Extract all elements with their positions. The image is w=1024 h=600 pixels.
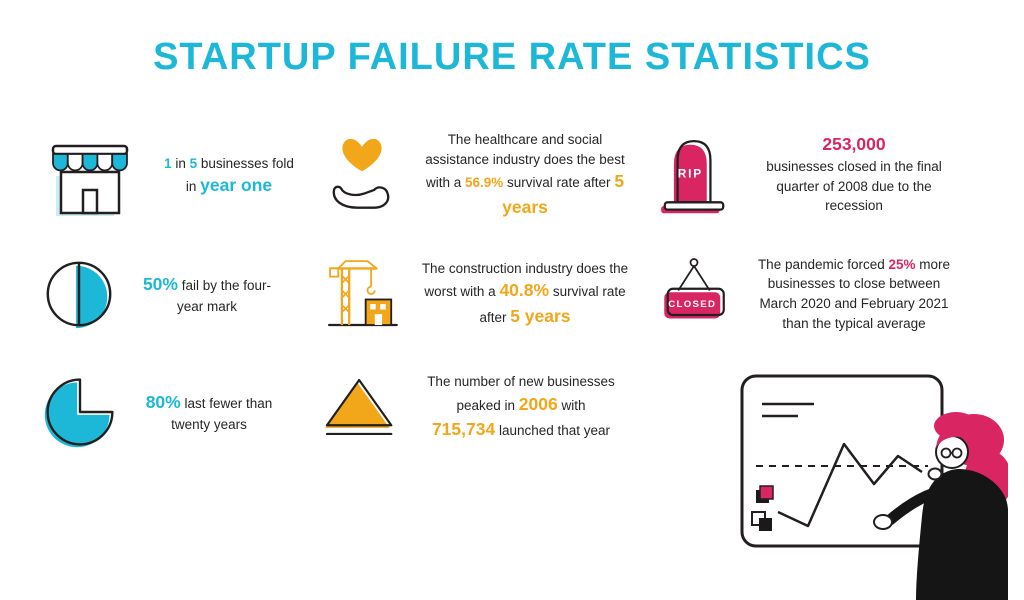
stat-text: 1 in 5 businesses fold in year one [164,155,294,196]
stat-text: The number of new businesses peaked in 2… [427,374,615,439]
stat-text: 80% last fewer than twenty years [145,391,273,432]
stat-new-business-peak: The number of new businesses peaked in 2… [320,372,638,442]
half-pie-icon [40,255,118,333]
triangle-icon [320,373,400,441]
stat-twenty-years: 80% last fewer than twenty years [40,372,304,452]
stat-fold-year-one: 1 in 5 businesses fold in year one [40,133,304,219]
closed-sign-icon: CLOSED [652,252,736,336]
stat-text: The construction industry does the worst… [421,260,629,326]
stat-text: 50% fail by the four-year mark [142,273,272,314]
stat-text: The healthcare and social assistance ind… [425,132,625,217]
presenter-illustration [732,360,1012,600]
legend-square-dark [759,518,772,531]
page-title: STARTUP FAILURE RATE STATISTICS [153,36,871,78]
heart-in-hand-icon [320,132,404,218]
stat-construction-survival: The construction industry does the worst… [320,252,638,336]
legend-square-pink [759,485,774,500]
stat-four-year-mark: 50% fail by the four-year mark [40,255,304,333]
stat-recession-closures: RIP 253,000 businesses closed in the fina… [652,131,968,217]
presenter-person [873,412,1012,600]
storefront-icon [40,133,140,219]
stat-text: 253,000 businesses closed in the final qu… [766,133,942,214]
pie-80-icon [40,372,120,452]
line-chart [777,442,923,528]
stat-healthcare-survival: The healthcare and social assistance ind… [320,130,638,220]
closed-label: CLOSED [668,299,716,310]
rip-tombstone-icon: RIP [652,131,736,217]
rip-label: RIP [678,167,703,181]
stat-pandemic-closures: CLOSED The pandemic forced 25% more busi… [652,252,968,336]
crane-icon [320,252,404,336]
stat-text: The pandemic forced 25% more businesses … [757,256,951,331]
